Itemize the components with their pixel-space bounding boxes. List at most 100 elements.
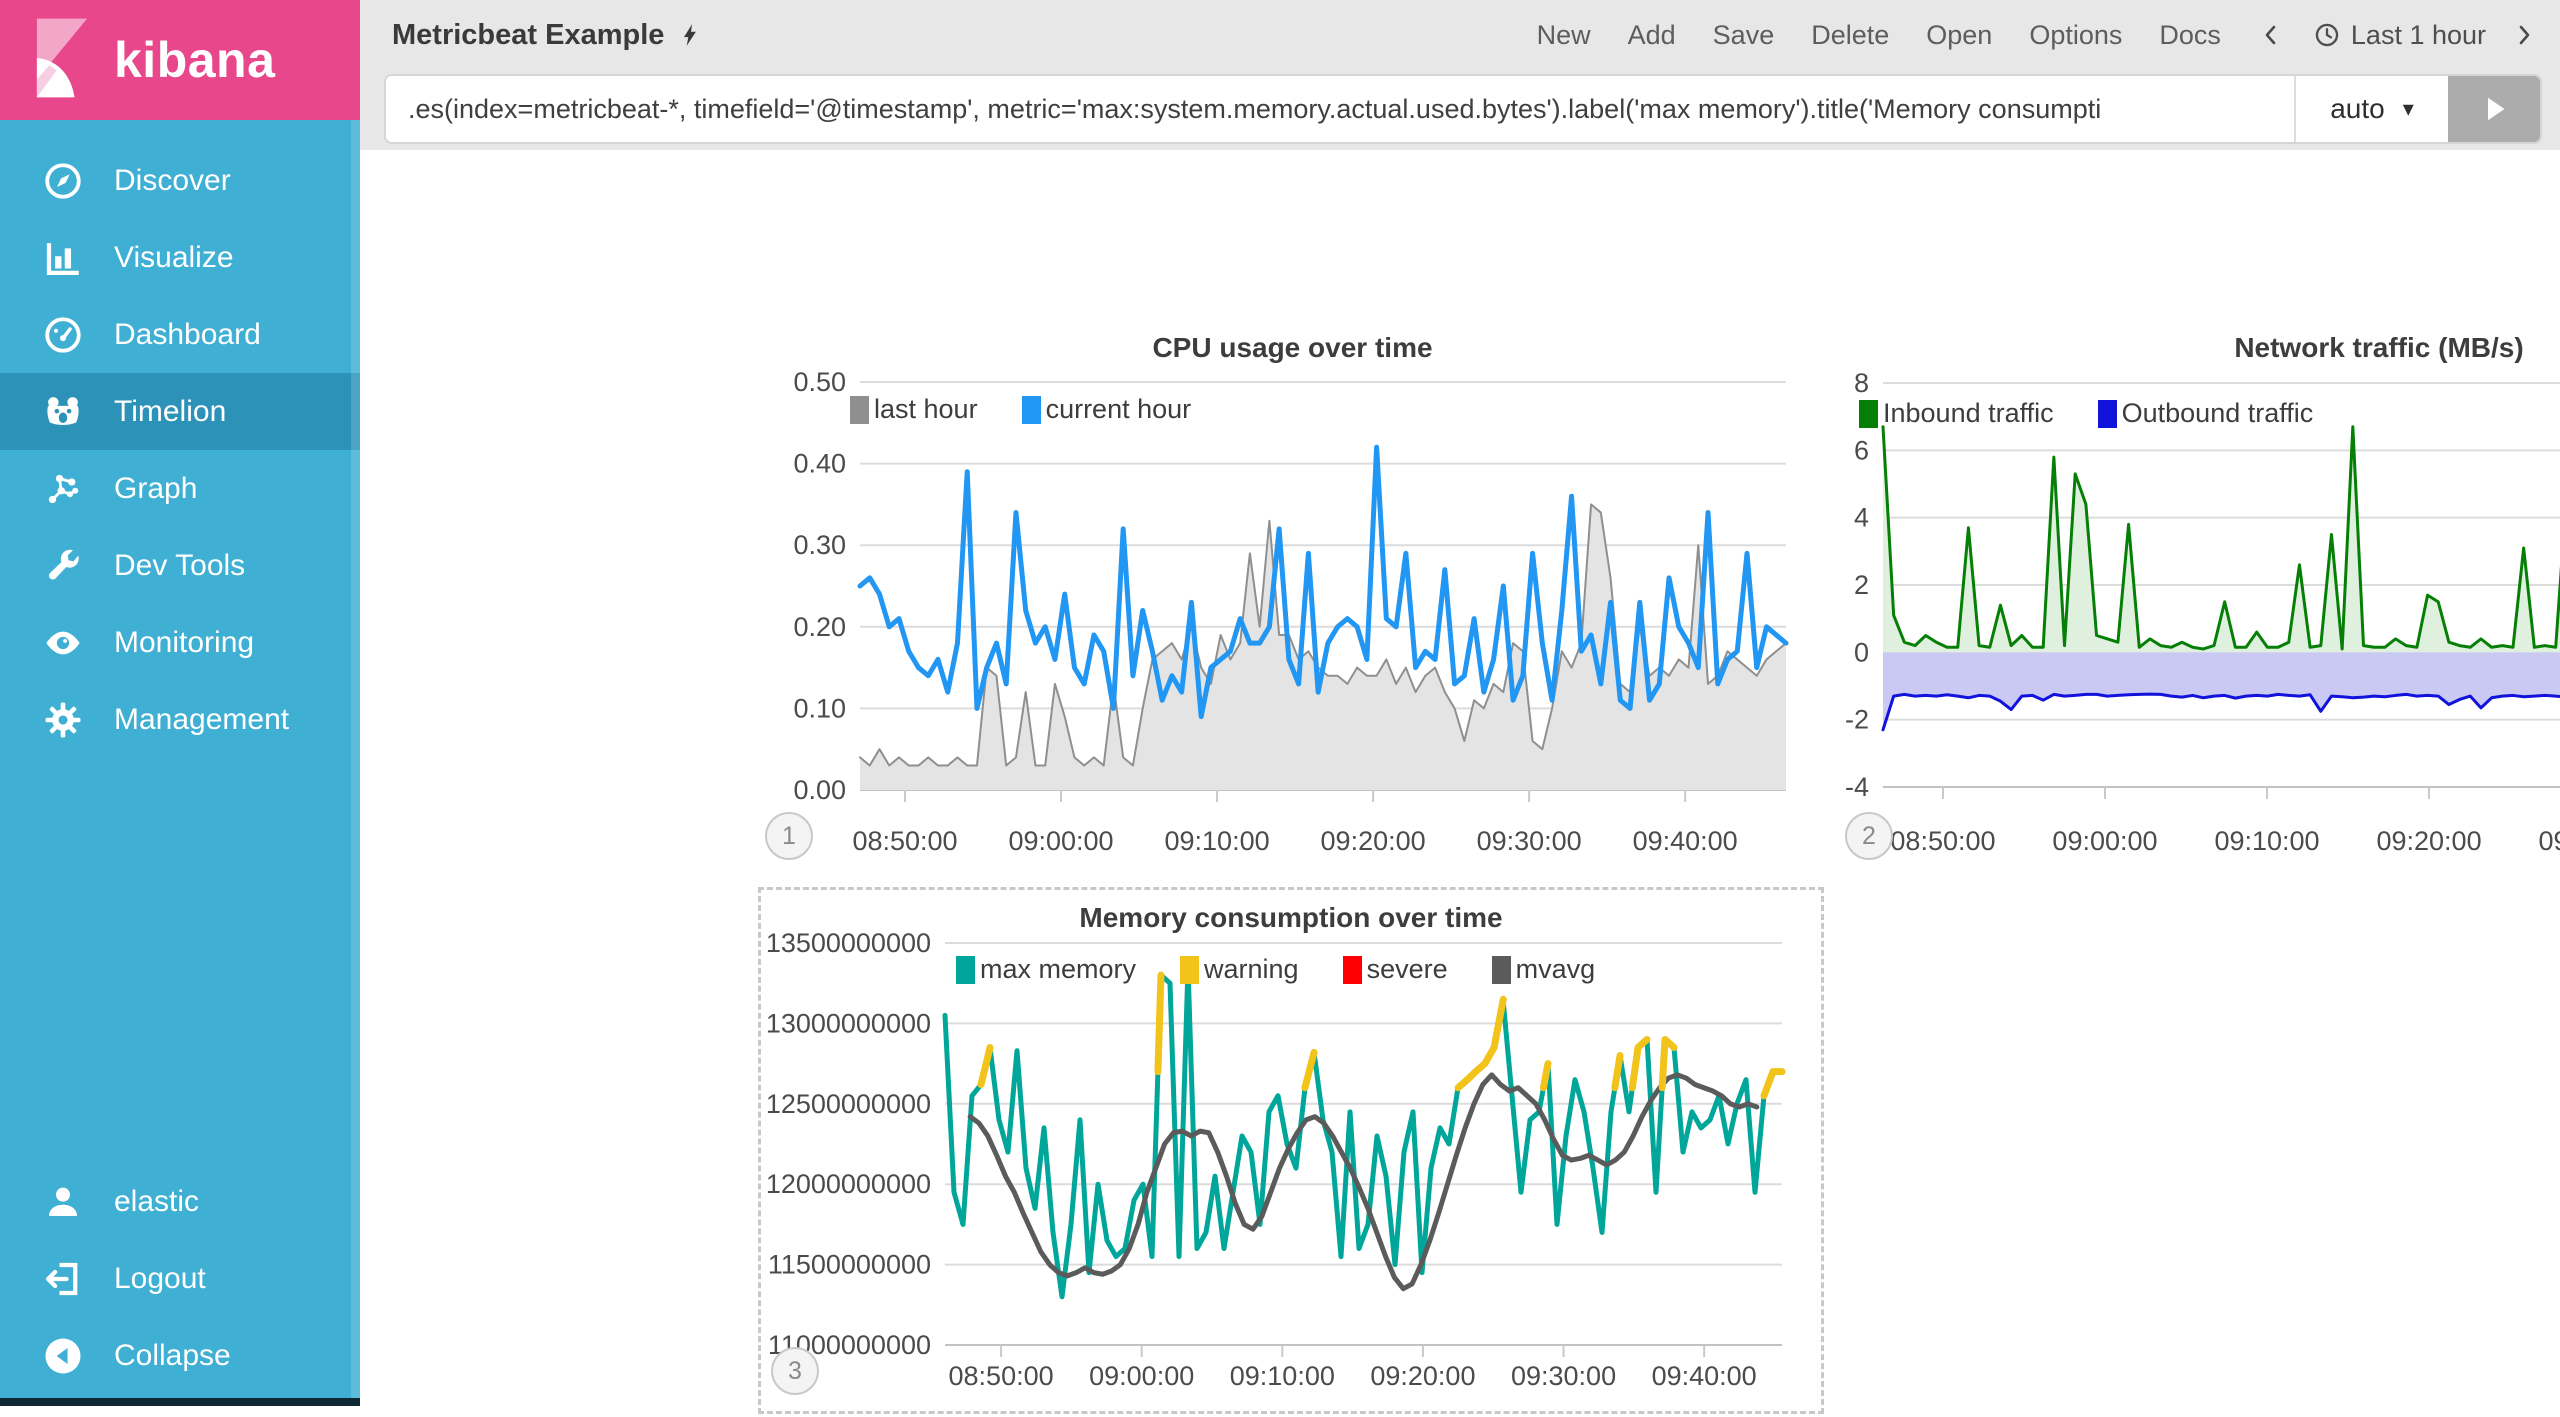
chart-title: CPU usage over time — [1152, 332, 1433, 363]
chart-title: Memory consumption over time — [1079, 902, 1503, 933]
user-icon — [40, 1179, 86, 1225]
sidebar-scroll-strip — [351, 120, 360, 1398]
legend-label: warning — [1204, 954, 1299, 984]
chart-legend: Inbound traffic Outbound traffic — [1859, 398, 2357, 429]
sidebar-item-dev-tools[interactable]: Dev Tools — [0, 527, 360, 604]
svg-text:0: 0 — [1854, 637, 1869, 667]
time-back-button[interactable] — [2259, 19, 2283, 51]
legend-label: Inbound traffic — [1883, 398, 2054, 428]
svg-text:09:00:00: 09:00:00 — [1089, 1361, 1194, 1391]
svg-text:09:30:00: 09:30:00 — [1511, 1361, 1616, 1391]
svg-text:08:50:00: 08:50:00 — [1890, 826, 1995, 856]
svg-text:6: 6 — [1854, 435, 1869, 465]
sidebar-item-dashboard[interactable]: Dashboard — [0, 296, 360, 373]
svg-text:09:00:00: 09:00:00 — [1008, 826, 1113, 856]
sidebar-item-collapse[interactable]: Collapse — [0, 1317, 360, 1394]
menu-item-open[interactable]: Open — [1926, 19, 1993, 50]
chart-legend: max memory warning severe mvavg — [956, 954, 1639, 985]
sidebar-item-label: Dashboard — [114, 317, 261, 351]
logout-icon — [40, 1256, 86, 1302]
interval-value: auto — [2330, 93, 2385, 124]
chevron-down-icon: ▾ — [2402, 96, 2414, 121]
svg-text:08:50:00: 08:50:00 — [852, 826, 957, 856]
svg-text:09:10:00: 09:10:00 — [2214, 826, 2319, 856]
sidebar-item-label: Monitoring — [114, 625, 255, 659]
timepicker-label: Last 1 hour — [2350, 19, 2486, 50]
legend-swatch — [1021, 395, 1041, 424]
sidebar-bottom-strip — [0, 1398, 360, 1406]
sheet-title: Metricbeat Example — [392, 18, 665, 51]
svg-text:11500000000: 11500000000 — [768, 1250, 931, 1280]
kibana-logo-text: kibana — [114, 32, 276, 88]
sidebar-item-elastic[interactable]: elastic — [0, 1163, 360, 1240]
menu-item-add[interactable]: Add — [1627, 19, 1676, 50]
toolbar-menu-items: New Add Save Delete Open Options Docs — [1500, 20, 2221, 51]
sidebar-item-visualize[interactable]: Visualize — [0, 219, 360, 296]
topbar: Metricbeat Example New Add Save Delete Open O… — [360, 0, 2560, 150]
legend-label: current hour — [1045, 394, 1192, 424]
svg-text:0.00: 0.00 — [793, 775, 846, 805]
legend-item: last hour — [850, 394, 978, 425]
svg-text:09:40:00: 09:40:00 — [1652, 1361, 1757, 1391]
legend-item: Inbound traffic — [1859, 398, 2054, 429]
plot-area: 1100000000011500000000120000000001250000… — [766, 928, 1786, 1391]
sidebar: kibana Discover Visualize Dashboard Timelio… — [0, 0, 360, 1406]
menu-item-save[interactable]: Save — [1712, 19, 1775, 50]
compass-icon — [40, 158, 86, 204]
chart-panel-cpu[interactable]: CPU usage over time 0.00 0.10 0.20 0.30 0.40… — [755, 320, 1830, 895]
svg-text:4: 4 — [1854, 503, 1869, 533]
timelion-query-input[interactable] — [386, 76, 2294, 142]
timepicker-button[interactable]: Last 1 hour — [2313, 20, 2486, 51]
run-button[interactable] — [2448, 76, 2540, 142]
bolt-icon — [678, 20, 704, 50]
chart-panel-memory[interactable]: Memory consumption over time 11000000000… — [758, 887, 1824, 1414]
sidebar-item-management[interactable]: Management — [0, 681, 360, 758]
sidebar-item-timelion[interactable]: Timelion — [0, 373, 360, 450]
title-row: Metricbeat Example New Add Save Delete Open O… — [360, 0, 2560, 62]
sidebar-item-logout[interactable]: Logout — [0, 1240, 360, 1317]
legend-label: Outbound traffic — [2121, 398, 2314, 428]
svg-text:09:10:00: 09:10:00 — [1165, 826, 1270, 856]
sidebar-item-graph[interactable]: Graph — [0, 450, 360, 527]
sidebar-item-monitoring[interactable]: Monitoring — [0, 604, 360, 681]
sidebar-item-label: Graph — [114, 471, 198, 505]
collapse-icon — [40, 1333, 86, 1379]
sidebar-nav: Discover Visualize Dashboard Timelion Graph D… — [0, 120, 360, 758]
plot-area: -4 -2 0 2 4 6 8 08:50:00 09:00:00 09:10:00 09:20:0… — [1845, 368, 2560, 856]
legend-item: max memory — [956, 954, 1136, 985]
time-forward-button[interactable] — [2512, 19, 2536, 51]
svg-text:09:40:00: 09:40:00 — [1633, 826, 1738, 856]
menu-item-delete[interactable]: Delete — [1811, 19, 1890, 50]
sidebar-item-discover[interactable]: Discover — [0, 142, 360, 219]
menu-item-new[interactable]: New — [1536, 19, 1591, 50]
kibana-logo-icon — [26, 15, 98, 106]
svg-text:12000000000: 12000000000 — [766, 1169, 931, 1199]
sidebar-item-label: Dev Tools — [114, 548, 246, 582]
svg-text:09:30:00: 09:30:00 — [2539, 826, 2560, 856]
menu-item-docs[interactable]: Docs — [2159, 19, 2221, 50]
sidebar-item-label: Logout — [114, 1261, 206, 1295]
sidebar-item-label: Timelion — [114, 394, 227, 428]
toolbar-menu: New Add Save Delete Open Options Docs Last 1 h… — [1500, 19, 2536, 51]
plot-area: 0.00 0.10 0.20 0.30 0.40 0.50 08:50:00 09:00:00… — [793, 367, 1789, 856]
legend-swatch — [850, 395, 869, 424]
svg-text:09:10:00: 09:10:00 — [1230, 1361, 1335, 1391]
svg-text:09:00:00: 09:00:00 — [2052, 826, 2157, 856]
wrench-icon — [40, 543, 86, 589]
sidebar-item-label: Collapse — [114, 1338, 231, 1372]
svg-text:09:20:00: 09:20:00 — [1370, 1361, 1475, 1391]
legend-item: warning — [1180, 954, 1299, 985]
sidebar-footer: elastic Logout Collapse — [0, 1163, 360, 1394]
svg-text:2: 2 — [1854, 570, 1869, 600]
legend-swatch — [1342, 955, 1362, 984]
legend-item: current hour — [1021, 394, 1192, 425]
gear-icon — [40, 697, 86, 743]
kibana-logo[interactable]: kibana — [0, 0, 360, 120]
svg-text:0.10: 0.10 — [793, 693, 846, 723]
menu-item-options[interactable]: Options — [2029, 19, 2123, 50]
chart-panel-network[interactable]: Network traffic (MB/s) -4 -2 0 2 4 6 8 08:50:00… — [1843, 320, 2560, 895]
interval-select[interactable]: auto ▾ — [2294, 76, 2448, 142]
svg-text:0.30: 0.30 — [793, 530, 846, 560]
svg-text:09:20:00: 09:20:00 — [1321, 826, 1426, 856]
legend-item: Outbound traffic — [2097, 398, 2314, 429]
